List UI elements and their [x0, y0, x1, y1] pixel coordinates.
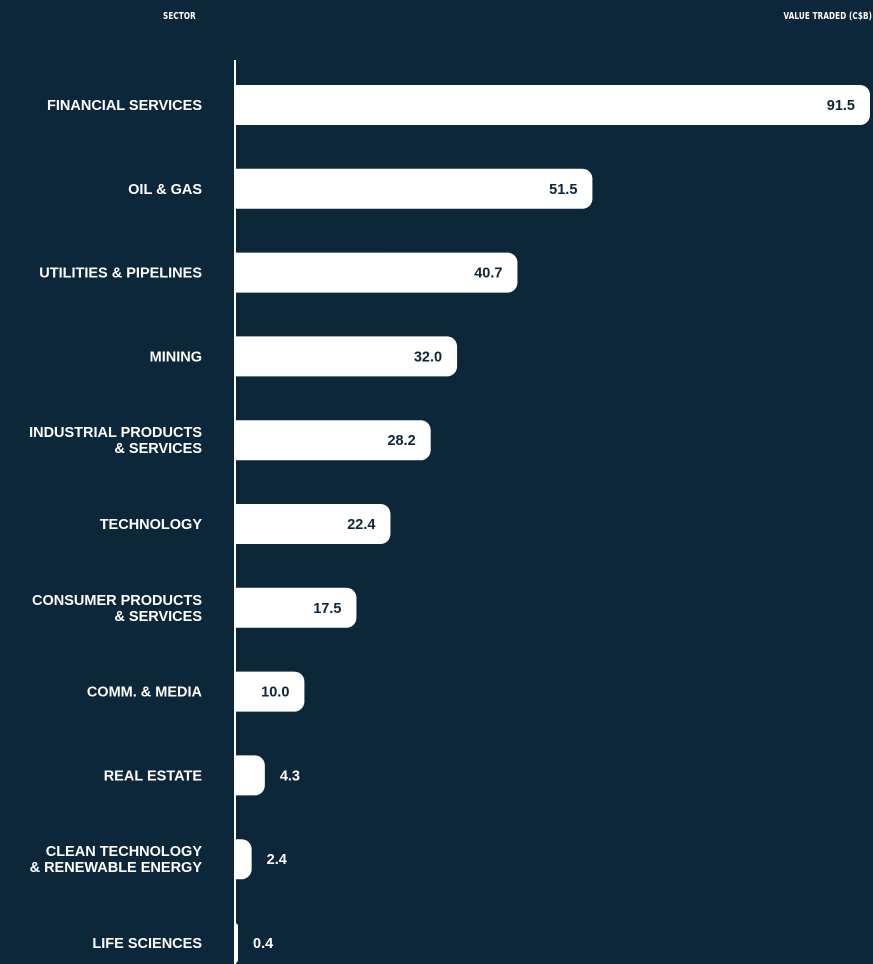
bar-2	[235, 252, 518, 293]
value-label-1: 51.5	[549, 182, 577, 198]
category-label-line: TECHNOLOGY	[100, 517, 203, 533]
value-label-7: 10.0	[261, 685, 289, 701]
category-label-line: REAL ESTATE	[104, 768, 203, 784]
category-label-line: CONSUMER PRODUCTS	[32, 593, 202, 609]
bar-5	[235, 504, 391, 544]
value-label-5: 22.4	[347, 517, 375, 533]
bars-layer	[235, 85, 870, 963]
bar-8	[235, 755, 265, 796]
category-label-5: TECHNOLOGY	[100, 517, 203, 533]
bar-7	[235, 671, 305, 712]
category-label-line: MINING	[150, 349, 202, 365]
bar-1	[235, 168, 593, 209]
bar-6	[235, 587, 357, 628]
value-label-4: 28.2	[387, 433, 415, 449]
value-label-6: 17.5	[313, 601, 341, 617]
value-label-3: 32.0	[414, 349, 442, 365]
value-column-header: VALUE TRADED (C$B)	[783, 11, 872, 22]
category-label-6: CONSUMER PRODUCTS & SERVICES	[32, 593, 202, 625]
value-label-8: 4.3	[280, 768, 300, 784]
sector-column-header: SECTOR	[163, 11, 196, 22]
category-label-line: INDUSTRIAL PRODUCTS	[29, 425, 202, 441]
category-label-line: & SERVICES	[114, 441, 202, 457]
value-label-9: 2.4	[267, 852, 287, 868]
category-label-3: MINING	[150, 349, 202, 365]
category-label-line: CLEAN TECHNOLOGY	[46, 844, 203, 860]
category-label-9: CLEAN TECHNOLOGY & RENEWABLE ENERGY	[30, 844, 203, 876]
bar-9	[235, 839, 252, 880]
category-label-line: LIFE SCIENCES	[92, 936, 202, 952]
labels-layer: FINANCIAL SERVICES 91.5 OIL & GAS 51.5 UTILI…	[29, 98, 855, 952]
category-label-line: OIL & GAS	[128, 182, 202, 198]
category-label-7: COMM. & MEDIA	[87, 685, 203, 701]
value-label-2: 40.7	[474, 266, 502, 282]
value-label-10: 0.4	[253, 936, 273, 952]
category-label-line: COMM. & MEDIA	[87, 685, 203, 701]
category-label-4: INDUSTRIAL PRODUCTS & SERVICES	[29, 425, 202, 457]
category-label-line: & RENEWABLE ENERGY	[30, 860, 203, 876]
category-label-line: & SERVICES	[114, 609, 202, 625]
category-label-line: UTILITIES & PIPELINES	[39, 266, 202, 282]
bar-0	[235, 85, 870, 125]
category-label-2: UTILITIES & PIPELINES	[39, 266, 202, 282]
value-label-0: 91.5	[827, 98, 855, 114]
category-label-1: OIL & GAS	[128, 182, 202, 198]
bar-3	[235, 336, 458, 377]
category-label-0: FINANCIAL SERVICES	[47, 98, 202, 114]
category-label-8: REAL ESTATE	[104, 768, 203, 784]
category-label-line: FINANCIAL SERVICES	[47, 98, 202, 114]
bar-4	[235, 420, 431, 461]
category-label-10: LIFE SCIENCES	[92, 936, 202, 952]
